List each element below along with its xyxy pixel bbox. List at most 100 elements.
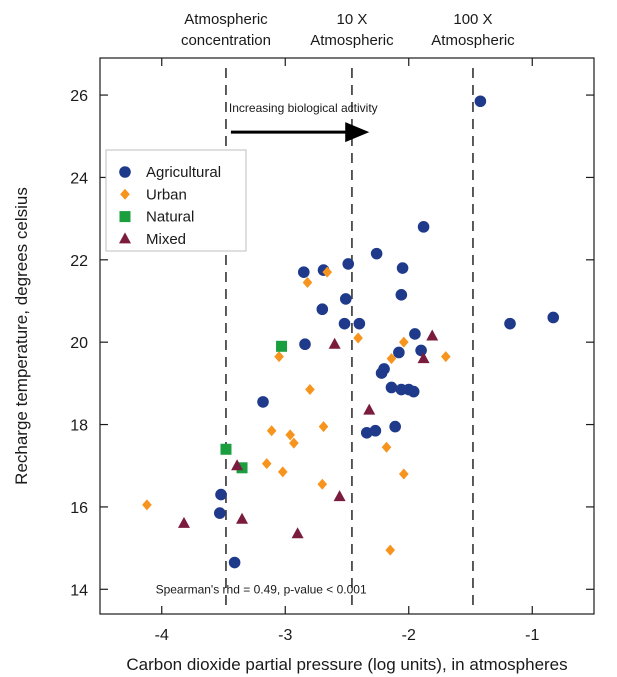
- urban-point: [277, 466, 288, 478]
- natural-point: [220, 443, 232, 455]
- agricultural-point: [389, 420, 401, 433]
- agricultural-point: [417, 221, 430, 233]
- agricultural-point: [369, 424, 382, 437]
- agricultural-point: [339, 293, 352, 305]
- x-tick-label: -3: [278, 627, 292, 644]
- urban-point: [305, 384, 315, 396]
- x-tick-label: -4: [155, 627, 169, 644]
- y-tick-label: 26: [70, 88, 88, 105]
- natural-point: [236, 462, 248, 474]
- legend-label-urban: Urban: [146, 186, 187, 203]
- agricultural-point: [474, 95, 487, 108]
- x-axis-ticks: -4 -3 -2 -1: [155, 58, 539, 644]
- series-natural: [220, 340, 288, 474]
- legend-marker-mixed: [119, 232, 131, 244]
- y-tick-label: 18: [70, 418, 88, 435]
- mixed-point: [417, 352, 430, 364]
- urban-point: [317, 478, 328, 490]
- agricultural-point: [504, 317, 516, 330]
- y-tick-label: 20: [70, 335, 88, 352]
- agricultural-point: [407, 385, 420, 398]
- urban-point: [399, 336, 409, 348]
- y-tick-label: 16: [70, 500, 88, 517]
- urban-point: [289, 437, 299, 449]
- urban-point: [142, 499, 152, 511]
- legend-label-agricultural: Agricultural: [146, 164, 221, 181]
- legend-label-mixed: Mixed: [146, 231, 186, 248]
- agricultural-point: [215, 488, 227, 501]
- agricultural-point: [385, 381, 398, 394]
- urban-point: [266, 425, 277, 437]
- agricultural-point: [228, 556, 241, 569]
- spearman-annotation: Spearman's rhd = 0.49, p-value < 0.001: [156, 582, 367, 596]
- agricultural-point: [393, 346, 405, 359]
- series-urban: [142, 266, 451, 556]
- urban-point: [274, 351, 284, 363]
- series-mixed: [177, 329, 439, 539]
- agricultural-point: [297, 266, 310, 278]
- agricultural-point: [370, 247, 383, 260]
- urban-point: [399, 468, 409, 480]
- urban-point: [385, 544, 396, 556]
- biological-activity-arrow: Increasing biological activity: [229, 101, 378, 143]
- mixed-point: [426, 329, 439, 341]
- x-tick-label: -2: [402, 627, 416, 644]
- x-axis-title: Carbon dioxide partial pressure (log uni…: [126, 655, 567, 674]
- agricultural-point: [547, 311, 560, 324]
- arrow-head: [345, 122, 370, 143]
- legend-box: [105, 149, 247, 252]
- plot-frame: [99, 57, 595, 615]
- mixed-point: [177, 516, 190, 528]
- y-tick-label: 14: [70, 582, 88, 599]
- legend: Agricultural Urban Natural Mixed: [105, 149, 247, 252]
- legend-marker-urban: [120, 188, 130, 200]
- urban-point: [381, 441, 392, 453]
- mixed-point: [231, 459, 244, 471]
- urban-point: [386, 353, 397, 365]
- urban-point: [318, 421, 329, 433]
- agricultural-point: [299, 338, 311, 351]
- urban-point: [302, 276, 313, 288]
- agricultural-point: [353, 317, 366, 330]
- reference-line-label: concentration: [181, 32, 271, 49]
- urban-point: [353, 332, 363, 344]
- natural-point: [276, 340, 288, 352]
- x-tick-label: -1: [525, 627, 539, 644]
- mixed-point: [333, 490, 346, 502]
- data-points: [142, 95, 560, 569]
- agricultural-point: [375, 367, 388, 379]
- reference-line-label: Atmospheric: [431, 32, 515, 49]
- y-axis-ticks: 14 16 18 20 22 24 26: [70, 88, 594, 599]
- mixed-point: [236, 512, 249, 524]
- agricultural-point: [360, 426, 373, 439]
- y-tick-label: 24: [70, 170, 88, 187]
- y-axis-title: Recharge temperature, degrees celsius: [12, 187, 31, 485]
- agricultural-point: [338, 317, 351, 330]
- reference-line-label: Atmospheric: [184, 11, 268, 28]
- reference-line-label: Atmospheric: [310, 32, 394, 49]
- mixed-point: [291, 527, 304, 539]
- mixed-point: [328, 337, 341, 349]
- agricultural-point: [257, 396, 269, 408]
- legend-marker-natural: [119, 211, 131, 223]
- agricultural-point: [316, 303, 329, 316]
- urban-point: [441, 351, 451, 363]
- agricultural-point: [395, 289, 408, 301]
- urban-point: [322, 266, 333, 278]
- agricultural-point: [213, 507, 226, 519]
- agricultural-point: [415, 344, 427, 357]
- legend-marker-agricultural: [119, 166, 131, 178]
- arrow-label: Increasing biological activity: [229, 101, 378, 115]
- reference-line-label: 100 X: [453, 11, 492, 28]
- urban-point: [285, 429, 295, 441]
- y-tick-label: 22: [70, 253, 88, 270]
- urban-point: [261, 458, 272, 470]
- agricultural-point: [409, 328, 421, 340]
- agricultural-point: [342, 258, 355, 270]
- reference-line-labels: Atmospheric concentration 10 X Atmospheric 1…: [181, 11, 515, 49]
- reference-line-label: 10 X: [337, 11, 368, 28]
- agricultural-point: [396, 262, 409, 274]
- mixed-point: [363, 403, 376, 415]
